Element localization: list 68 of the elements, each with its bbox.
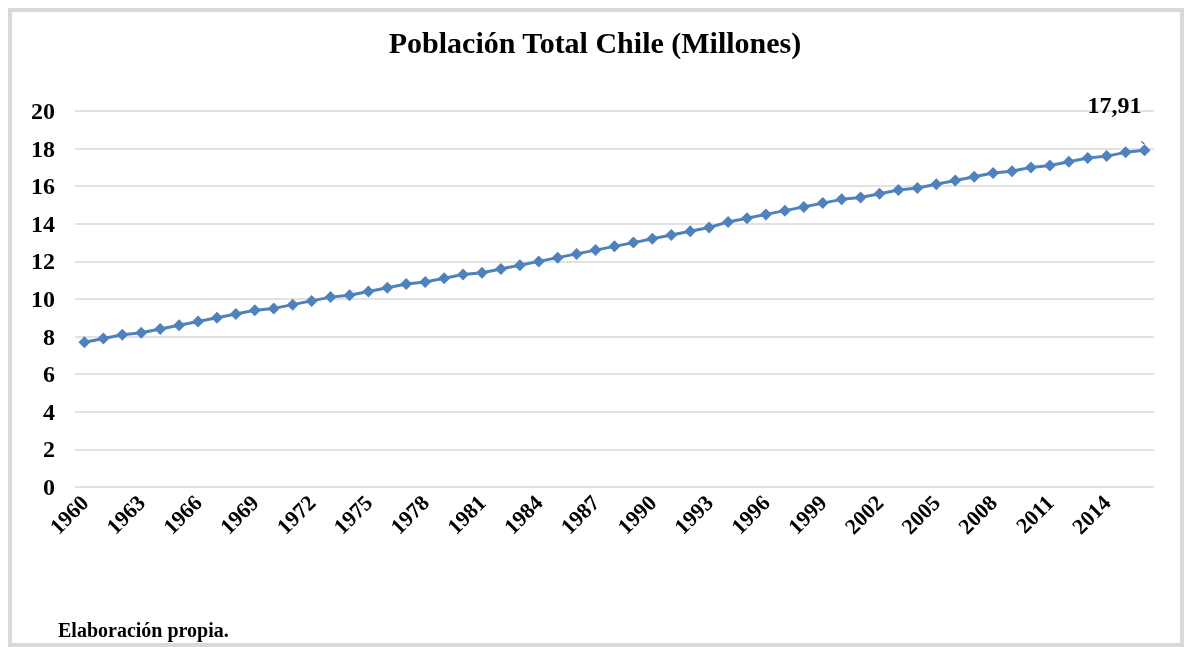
point <box>438 272 451 285</box>
y-tick-label: 10 <box>31 286 55 312</box>
point <box>1024 161 1037 174</box>
point <box>797 200 810 213</box>
point <box>97 332 110 345</box>
point <box>192 315 205 328</box>
point <box>570 247 583 260</box>
point <box>210 311 223 324</box>
point <box>154 323 167 336</box>
point <box>532 255 545 268</box>
point <box>135 326 148 339</box>
point <box>703 221 716 234</box>
point <box>589 244 602 257</box>
point <box>1062 155 1075 168</box>
point <box>116 328 129 341</box>
y-tick-label: 12 <box>31 248 55 275</box>
point <box>949 174 962 187</box>
point <box>229 308 242 321</box>
point <box>78 336 91 349</box>
point <box>627 236 640 249</box>
point <box>1138 144 1151 157</box>
point <box>1100 150 1113 163</box>
point <box>608 240 621 253</box>
point <box>968 170 981 183</box>
y-tick-label: 20 <box>31 98 55 124</box>
y-tick-label: 6 <box>43 361 55 388</box>
point <box>494 262 507 275</box>
point <box>1119 146 1132 159</box>
point <box>267 302 280 315</box>
point <box>362 285 375 298</box>
point <box>892 183 905 196</box>
y-tick-label: 0 <box>43 474 55 500</box>
data-label: 17,91 <box>1087 92 1142 119</box>
point <box>343 289 356 302</box>
point <box>551 251 564 264</box>
point <box>741 212 754 225</box>
point <box>286 298 299 311</box>
y-tick-label: 16 <box>31 173 55 200</box>
point <box>665 229 678 242</box>
point <box>305 294 318 307</box>
text: Elaboración propia. <box>58 619 229 642</box>
chart-title: Población Total Chile (Millones) <box>388 25 802 60</box>
point <box>457 268 470 281</box>
point <box>1006 165 1019 178</box>
point <box>381 281 394 294</box>
point <box>759 208 772 221</box>
point <box>835 193 848 206</box>
point <box>248 304 261 317</box>
y-tick-label: 14 <box>31 210 55 237</box>
y-tick-label: 8 <box>43 323 55 350</box>
point <box>1043 159 1056 172</box>
point <box>513 259 526 272</box>
point <box>1081 152 1094 164</box>
point <box>854 191 867 204</box>
y-tick-label: 4 <box>43 398 55 425</box>
y-tick-label: 2 <box>43 436 55 463</box>
point <box>722 215 735 228</box>
point <box>778 204 791 217</box>
point <box>173 319 186 332</box>
point <box>684 225 697 238</box>
point <box>419 276 432 289</box>
point <box>646 232 659 245</box>
point <box>911 182 924 195</box>
y-tick-label: 18 <box>31 135 55 162</box>
point <box>873 187 886 200</box>
point <box>930 178 943 191</box>
point <box>324 291 337 304</box>
point <box>816 197 829 210</box>
